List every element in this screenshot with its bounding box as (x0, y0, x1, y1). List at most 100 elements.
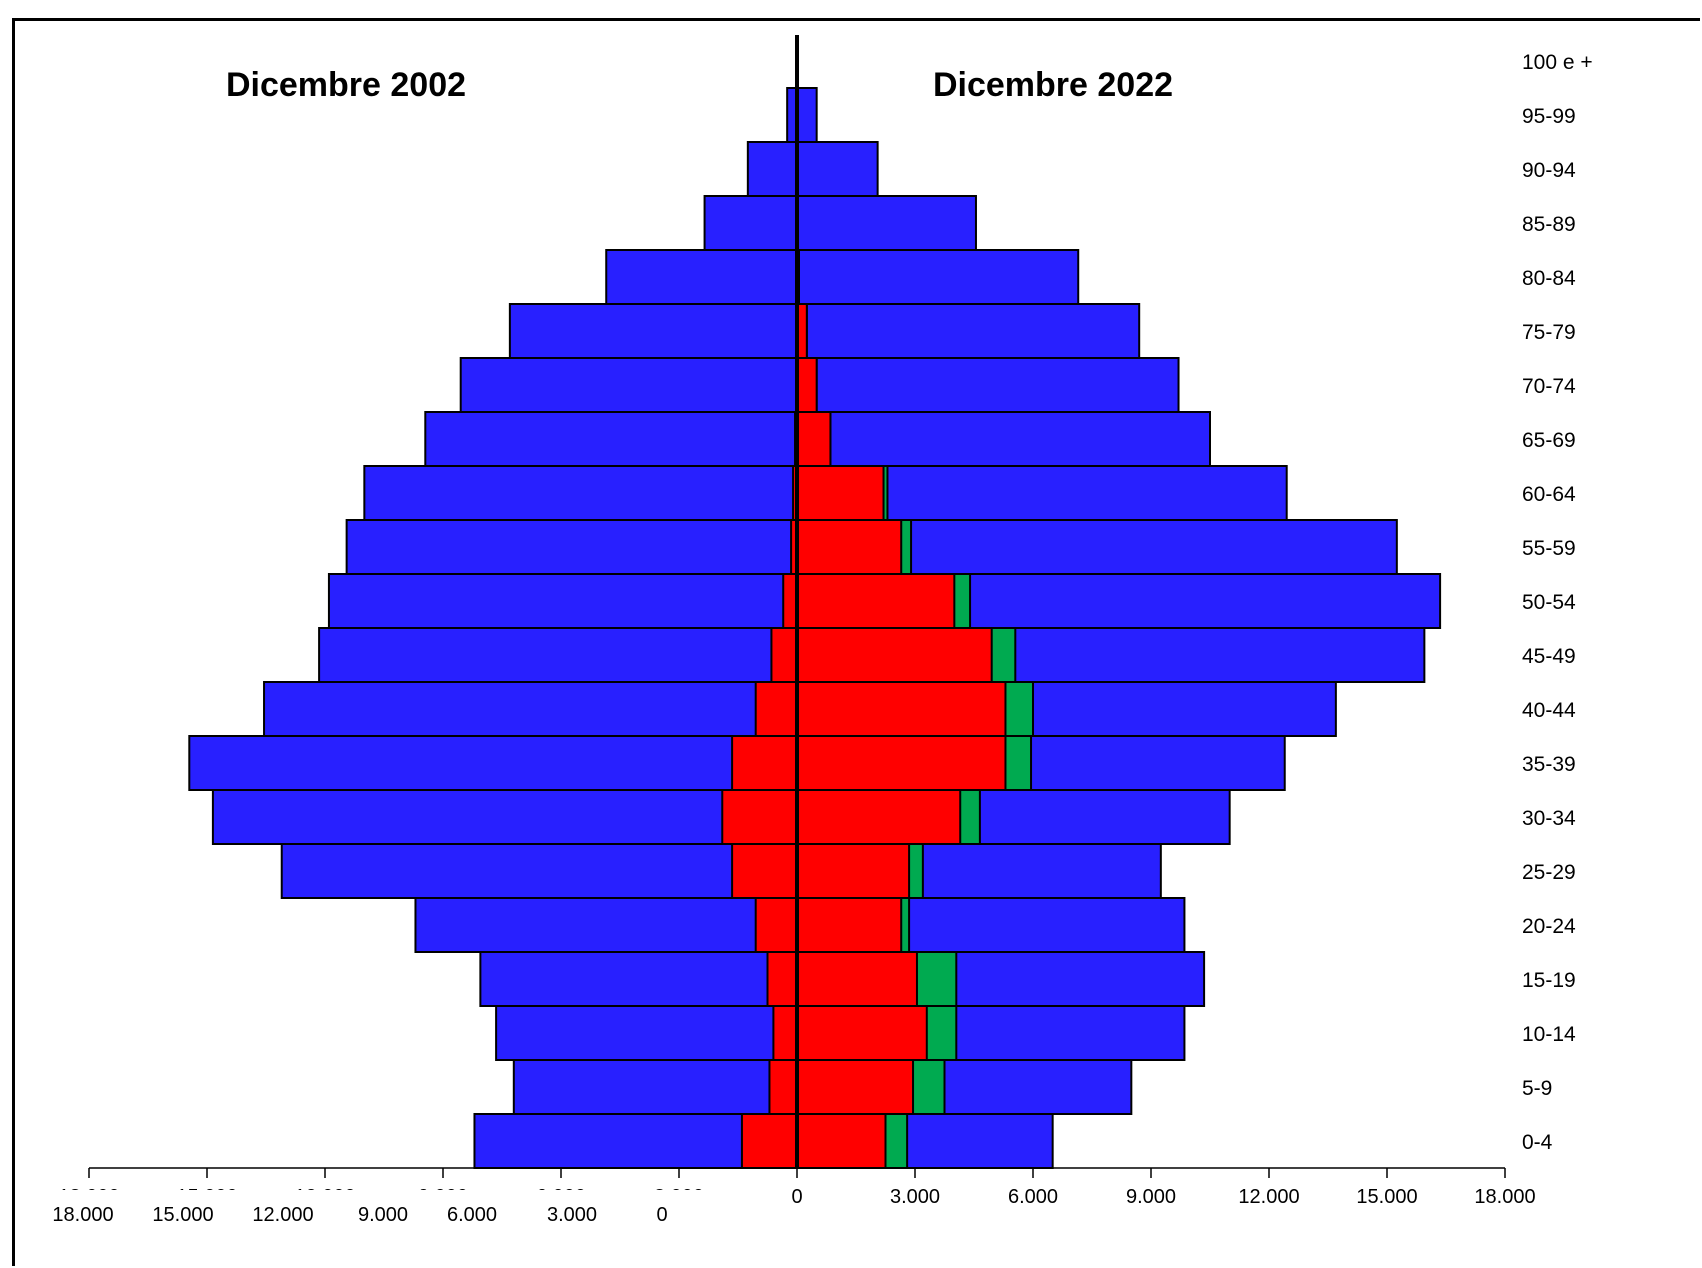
x-tick-label-left-clipped-3: 9.000 (418, 1186, 468, 1208)
bar-2002-red-45-49 (770, 627, 799, 683)
bar-2022-red-65-69 (796, 411, 832, 467)
bar-2022-red-25-29 (796, 843, 911, 899)
bar-2002-80-84 (605, 249, 798, 305)
age-label-90-94: 90-94 (1522, 159, 1576, 182)
bar-2002-55-59 (345, 519, 798, 575)
bar-2002-red-50-54 (782, 573, 799, 629)
bar-2002-30-34 (211, 789, 798, 845)
x-tick-label-left-clipped-1: 15.000 (176, 1186, 237, 1208)
bar-2002-10-14 (495, 1005, 798, 1061)
bar-2022-90-94 (796, 141, 879, 197)
bar-2002-red-35-39 (731, 735, 798, 791)
bar-2022-red-35-39 (796, 735, 1007, 791)
bar-2022-red-55-59 (796, 519, 903, 575)
bar-2002-red-30-34 (721, 789, 798, 845)
bar-2002-65-69 (424, 411, 798, 467)
bar-2002-25-29 (280, 843, 798, 899)
age-label-50-54: 50-54 (1522, 591, 1576, 614)
x-tick-label-left-1: 15.000 (152, 1204, 213, 1226)
bar-2022-75-79 (796, 303, 1141, 359)
bar-2002-45-49 (318, 627, 798, 683)
x-tick-label-left-5: 3.000 (547, 1204, 597, 1226)
bar-2002-red-5-9 (768, 1059, 799, 1115)
x-axis: 0 3.000 6.000 9.000 12.000 15.000 18.00018.000… (52, 35, 1536, 1226)
x-tick-label-right-6: 18.000 (1474, 1186, 1535, 1208)
x-tick-label-right-5: 15.000 (1356, 1186, 1417, 1208)
bar-2002-85-89 (703, 195, 798, 251)
age-label-95-99: 95-99 (1522, 105, 1576, 128)
bar-2022-red-50-54 (796, 573, 956, 629)
age-label-40-44: 40-44 (1522, 699, 1576, 722)
x-tick-label-left-clipped-2: 12.000 (294, 1186, 355, 1208)
x-tick-label-left-4: 6.000 (447, 1204, 497, 1226)
bar-2022-red-5-9 (796, 1059, 915, 1115)
x-tick-label-left-clipped-0: 18.000 (58, 1186, 119, 1208)
x-tick-label-left-6: 0 (656, 1204, 667, 1226)
x-tick-label-left-clipped-text-0: 18.000 (58, 1186, 119, 1208)
bar-2022-red-15-19 (796, 951, 918, 1007)
x-tick-label-left-clipped-text-5: 3.000 (654, 1186, 704, 1208)
x-tick-label-right-3: 9.000 (1126, 1186, 1176, 1208)
x-tick-label-right-4: 12.000 (1238, 1186, 1299, 1208)
x-tick-label-right-0: 0 (791, 1186, 802, 1208)
bar-2002-40-44 (263, 681, 798, 737)
bar-2022-red-70-74 (796, 357, 818, 413)
age-label-0-4: 0-4 (1522, 1131, 1553, 1154)
age-label-20-24: 20-24 (1522, 915, 1576, 938)
bar-2002-35-39 (188, 735, 799, 791)
x-tick-label-left-clipped-text-2: 12.000 (294, 1186, 355, 1208)
bars-group (188, 87, 1442, 1169)
age-label-10-14: 10-14 (1522, 1023, 1576, 1046)
bar-2002-red-10-14 (772, 1005, 799, 1061)
x-tick-label-left-0: 18.000 (52, 1204, 113, 1226)
bar-2002-red-40-44 (754, 681, 799, 737)
age-label-80-84: 80-84 (1522, 267, 1576, 290)
bar-2022-85-89 (796, 195, 977, 251)
bar-2002-50-54 (327, 573, 798, 629)
bar-2022-65-69 (796, 411, 1211, 467)
bar-2002-60-64 (363, 465, 798, 521)
left-title: Dicembre 2002 (226, 66, 466, 104)
right-title: Dicembre 2022 (933, 66, 1173, 104)
bar-2002-red-0-4 (740, 1113, 799, 1169)
bar-2022-red-30-34 (796, 789, 962, 845)
bar-2002-red-25-29 (731, 843, 798, 899)
age-label-35-39: 35-39 (1522, 753, 1576, 776)
bar-2002-15-19 (479, 951, 798, 1007)
age-label-55-59: 55-59 (1522, 537, 1576, 560)
x-tick-label-left-clipped-4: 6.000 (536, 1186, 586, 1208)
x-tick-label-left-3: 9.000 (358, 1204, 408, 1226)
bar-2022-red-40-44 (796, 681, 1007, 737)
x-tick-label-right-2: 6.000 (1008, 1186, 1058, 1208)
bar-2002-5-9 (512, 1059, 798, 1115)
x-tick-label-left-clipped-text-3: 9.000 (418, 1186, 468, 1208)
bar-2022-80-84 (796, 249, 1080, 305)
x-tick-label-right-1: 3.000 (890, 1186, 940, 1208)
x-tick-label-left-clipped-text-1: 15.000 (176, 1186, 237, 1208)
x-tick-label-left-clipped-5: 3.000 (654, 1186, 704, 1208)
age-label-5-9: 5-9 (1522, 1077, 1552, 1100)
age-label-25-29: 25-29 (1522, 861, 1576, 884)
chart-frame (12, 18, 1700, 1266)
bar-2002-75-79 (508, 303, 798, 359)
bar-2022-red-45-49 (796, 627, 993, 683)
bar-2022-95-99 (796, 87, 818, 143)
bar-2022-red-20-24 (796, 897, 903, 953)
age-label-30-34: 30-34 (1522, 807, 1576, 830)
age-label-65-69: 65-69 (1522, 429, 1576, 452)
bar-2022-70-74 (796, 357, 1180, 413)
bar-2002-70-74 (459, 357, 798, 413)
age-label-75-79: 75-79 (1522, 321, 1576, 344)
bar-2022-red-0-4 (796, 1113, 887, 1169)
age-label-60-64: 60-64 (1522, 483, 1576, 506)
age-label-100-e: 100 e + (1522, 51, 1593, 74)
x-tick-label-left-clipped-text-4: 6.000 (536, 1186, 586, 1208)
age-label-85-89: 85-89 (1522, 213, 1576, 236)
x-tick-label-left-2: 12.000 (252, 1204, 313, 1226)
bar-2022-red-60-64 (796, 465, 885, 521)
age-label-70-74: 70-74 (1522, 375, 1576, 398)
bar-2002-20-24 (414, 897, 798, 953)
age-label-45-49: 45-49 (1522, 645, 1576, 668)
bar-2002-90-94 (746, 141, 798, 197)
